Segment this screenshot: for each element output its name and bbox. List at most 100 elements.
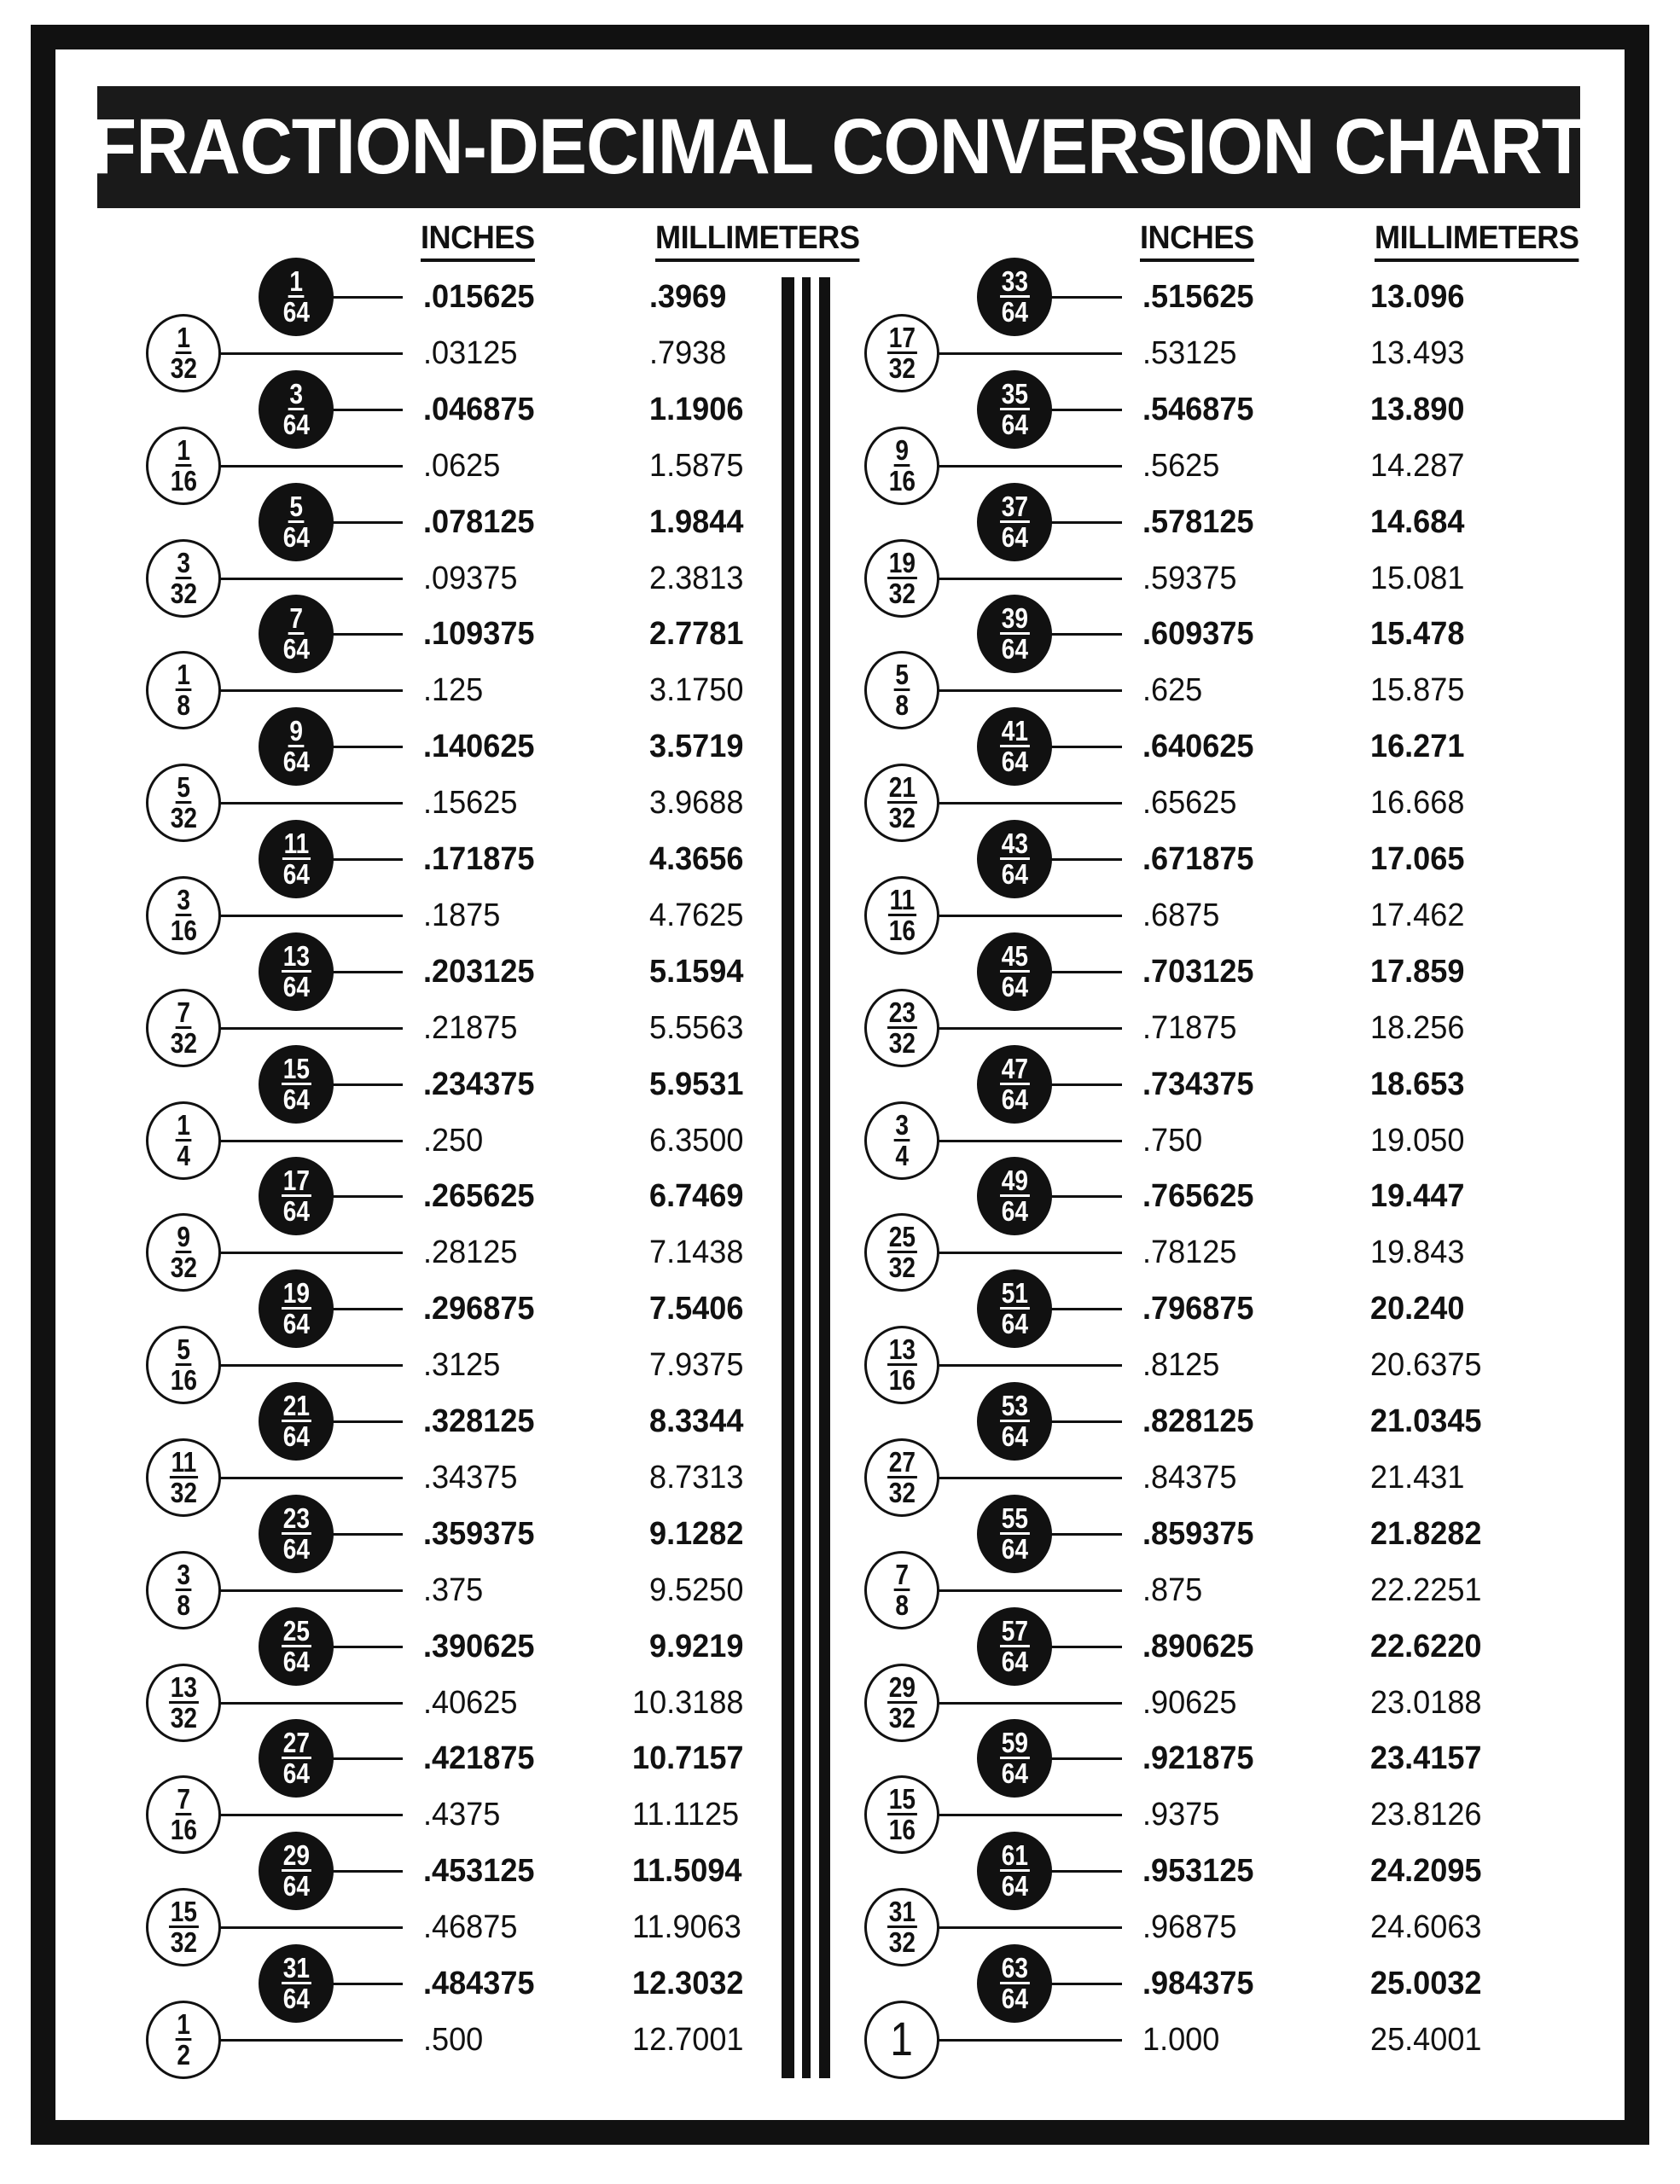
leader-line [1050,1983,1122,1985]
fraction-numerator: 5 [288,490,305,523]
fraction-badge: 1 16 [146,426,221,505]
millimeters-value: 20.6375 [1370,1347,1482,1384]
leader-line [938,1589,1122,1592]
leader-line [219,802,403,805]
fraction-badge: 5 32 [146,764,221,843]
leader-line [938,577,1122,580]
fraction-denominator: 64 [282,1532,310,1565]
fraction-badge: 11 64 [259,820,334,898]
millimeters-value: 15.081 [1370,560,1465,596]
millimeters-value: 21.0345 [1370,1403,1482,1439]
inches-value: .71875 [1142,1009,1237,1046]
fraction-denominator: 64 [1001,1532,1028,1565]
inches-value: .453125 [423,1853,535,1890]
millimeters-value: 17.462 [1370,897,1465,933]
leader-line [219,1476,403,1479]
millimeters-value: 5.1594 [649,953,744,990]
millimeters-value: 8.7313 [649,1459,744,1496]
fraction-denominator: 32 [888,577,916,609]
leader-line [219,1926,403,1930]
inches-value: .859375 [1142,1515,1254,1552]
fraction-denominator: 16 [888,464,916,497]
inches-value: .28125 [423,1234,518,1271]
leader-line [1050,296,1122,299]
inches-value: .546875 [1142,391,1254,427]
fraction-denominator: 32 [170,1252,197,1284]
fraction-denominator: 64 [282,1420,310,1452]
fraction-numerator: 29 [887,1670,917,1704]
millimeters-value: 25.4001 [1370,2021,1482,2058]
millimeters-value: 17.065 [1370,841,1465,877]
inches-value: .359375 [423,1515,535,1552]
fraction-numerator: 1 [175,321,192,354]
inches-value: .750 [1142,1122,1203,1159]
fraction-numerator: 21 [887,771,917,804]
fraction-badge: 19 64 [259,1269,334,1349]
fraction-denominator: 8 [895,1589,909,1621]
millimeters-value: 11.5094 [632,1853,742,1890]
fraction-numerator: 25 [887,1221,917,1254]
fraction-badge: 53 64 [977,1382,1052,1461]
inches-value: .9375 [1142,1797,1220,1833]
leader-line [219,914,403,917]
leader-line [1050,970,1122,973]
fraction-badge: 63 64 [977,1944,1052,2023]
fraction-denominator: 64 [282,858,310,890]
fraction-numerator: 37 [999,490,1030,523]
fraction-numerator: 43 [999,828,1030,860]
fraction-numerator: 9 [175,1221,192,1254]
fraction-badge: 15 16 [864,1775,939,1855]
inches-value: .171875 [423,841,535,877]
fraction-badge: 49 64 [977,1157,1052,1236]
leader-line [1050,1757,1122,1761]
fraction-numerator: 5 [175,771,192,804]
fraction-numerator: 41 [999,715,1030,748]
fraction-denominator: 64 [1001,1083,1028,1115]
inches-value: .671875 [1142,841,1254,877]
leader-line [332,1532,403,1536]
millimeters-value: 24.6063 [1370,1909,1482,1946]
fraction-numerator: 31 [281,1952,311,1984]
inches-value: .15625 [423,785,518,822]
millimeters-value: 25.0032 [1370,1966,1482,2001]
fraction-badge: 17 32 [864,313,939,392]
fraction-denominator: 16 [170,1364,197,1397]
millimeters-value: 16.668 [1370,785,1465,822]
inches-value: .421875 [423,1740,535,1777]
leader-line [938,1139,1122,1142]
leader-line [332,296,403,299]
chart-title: FRACTION-DECIMAL CONVERSION CHART [91,103,1586,190]
millimeters-value: 11.9063 [632,1909,741,1946]
fraction-denominator: 64 [282,1645,310,1677]
inches-value: .734375 [1142,1066,1254,1102]
fraction-numerator: 11 [887,883,916,916]
fraction-badge: 5 16 [146,1326,221,1405]
fraction-badge: 21 64 [259,1382,334,1461]
title-bar: FRACTION-DECIMAL CONVERSION CHART [92,86,1586,208]
fraction-denominator: 64 [282,296,310,328]
leader-line [938,1476,1122,1479]
fraction-badge: 9 64 [259,707,334,787]
fraction-badge: 5 64 [259,482,334,561]
fraction-denominator: 32 [888,1026,916,1059]
millimeters-value: 14.287 [1370,447,1465,484]
fraction-badge: 43 64 [977,820,1052,898]
fraction-badge: 7 32 [146,988,221,1067]
leader-line [332,1420,403,1423]
fraction-badge: 21 32 [864,764,939,843]
fraction-badge: 3 32 [146,538,221,618]
leader-line [938,914,1122,917]
millimeters-value: 1.1906 [649,391,744,427]
millimeters-value: .7938 [649,334,727,371]
inches-value: .640625 [1142,729,1254,765]
fraction-badge: 7 16 [146,1775,221,1855]
leader-line [219,1026,403,1030]
fraction-denominator: 64 [1001,858,1028,890]
fraction-numerator: 11 [169,1445,198,1478]
fraction-denominator: 32 [170,577,197,609]
leader-line [332,633,403,636]
leader-line [332,408,403,411]
millimeters-value: 5.9531 [649,1066,744,1102]
